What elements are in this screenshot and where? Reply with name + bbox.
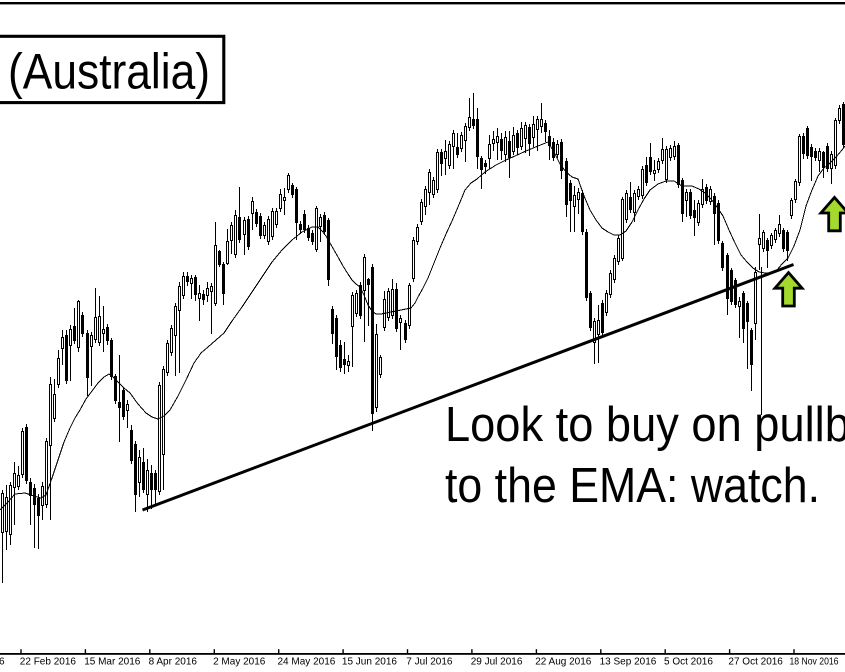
svg-text:15 Jun 2016: 15 Jun 2016 — [342, 657, 397, 668]
svg-text:22 Aug 2016: 22 Aug 2016 — [535, 657, 592, 668]
svg-text:24 May 2016: 24 May 2016 — [278, 657, 336, 668]
svg-text:(Australia): (Australia) — [8, 44, 210, 100]
svg-text:27 Oct 2016: 27 Oct 2016 — [728, 657, 783, 668]
svg-text:13 Sep 2016: 13 Sep 2016 — [600, 657, 657, 668]
svg-text:15 Mar 2016: 15 Mar 2016 — [84, 657, 141, 668]
svg-text:5 Oct 2016: 5 Oct 2016 — [664, 657, 713, 668]
svg-text:6: 6 — [0, 657, 5, 668]
svg-text:2 May 2016: 2 May 2016 — [213, 657, 266, 668]
svg-text:29 Jul 2016: 29 Jul 2016 — [471, 657, 523, 668]
svg-text:to the EMA: watch.: to the EMA: watch. — [445, 459, 820, 513]
svg-text:7 Jul 2016: 7 Jul 2016 — [406, 657, 453, 668]
svg-text:22 Feb 2016: 22 Feb 2016 — [20, 657, 77, 668]
svg-text:Look to buy on pullba: Look to buy on pullba — [445, 398, 845, 452]
svg-text:18 Nov 2016: 18 Nov 2016 — [790, 657, 839, 668]
svg-text:8 Apr 2016: 8 Apr 2016 — [149, 657, 198, 668]
